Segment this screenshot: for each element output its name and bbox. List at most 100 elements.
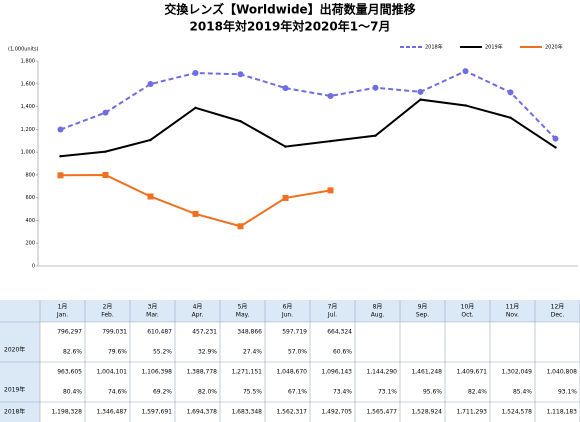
cell-share: 60.6% — [333, 349, 352, 356]
series-line — [60, 173, 331, 228]
marker — [102, 109, 109, 116]
y-tick-label: 0 — [32, 264, 35, 270]
cell-units: 664,324 — [327, 329, 352, 336]
cell-units: 1,461,248 — [411, 369, 442, 376]
cell-share: 82.6% — [63, 349, 82, 356]
cell-share: 85.4% — [513, 389, 532, 396]
y-tick-label: 800 — [25, 172, 35, 178]
header-month: 10月 — [461, 304, 475, 311]
cell-units: 799,031 — [102, 329, 127, 336]
cell-units: 1,048,670 — [276, 369, 307, 376]
header-month: 4月 — [193, 304, 203, 311]
cell-share: 69.2% — [153, 389, 172, 396]
cell-share: 82.4% — [468, 389, 487, 396]
marker — [417, 88, 424, 95]
header-month: 6月 — [283, 304, 293, 311]
marker — [464, 104, 467, 107]
cell-share: 75.5% — [243, 389, 262, 396]
chart-title: 交換レンズ【Worldwide】出荷数量月間推移 — [164, 2, 415, 17]
series-line — [60, 69, 557, 140]
y-tick-label: 1,000 — [21, 150, 35, 156]
cell-share: 79.6% — [108, 349, 127, 356]
marker — [192, 210, 199, 217]
chart-subtitle: 2018年対2019年対2020年1～7月 — [190, 19, 391, 34]
header-month: 7月 — [328, 304, 338, 311]
marker — [329, 139, 332, 143]
header-month: 9月 — [418, 304, 428, 311]
cell-share: 32.9% — [198, 349, 217, 356]
cell-units: 1,118,183 — [546, 409, 577, 416]
cell-units: 1,711,293 — [456, 409, 487, 416]
marker — [284, 145, 287, 148]
marker — [372, 84, 379, 91]
marker — [552, 135, 559, 142]
marker — [57, 126, 64, 133]
cell-share: 55.2% — [153, 349, 172, 356]
cell-units: 348,866 — [237, 329, 262, 336]
y-tick-label: 200 — [25, 241, 35, 247]
cell-share: 73.4% — [333, 389, 352, 396]
y-tick-label: 400 — [25, 218, 35, 224]
marker — [327, 187, 334, 194]
row-label: 2018年 — [4, 408, 25, 416]
header-month: 8月 — [373, 304, 383, 311]
header-month-en: Aug. — [371, 312, 385, 319]
cell-units: 1,040,808 — [546, 369, 577, 376]
marker — [239, 120, 242, 123]
header-month: 5月 — [238, 304, 248, 311]
row-label-col — [0, 300, 40, 422]
marker — [554, 146, 557, 149]
cell-units: 1,096,143 — [321, 369, 352, 376]
cell-units: 1,597,691 — [141, 409, 172, 416]
y-tick-label: 1,200 — [21, 127, 35, 133]
marker — [282, 194, 289, 201]
marker — [462, 68, 469, 75]
header-month-en: Mar. — [146, 312, 159, 319]
cell-share: 27.4% — [243, 349, 262, 356]
header-month-en: Oct. — [461, 312, 473, 319]
header-month-en: Sep. — [416, 312, 429, 319]
marker — [374, 134, 377, 137]
cell-share: 73.1% — [378, 389, 397, 396]
cell-units: 457,231 — [192, 329, 217, 336]
header-month: 3月 — [148, 304, 158, 311]
cell-units: 963,605 — [57, 369, 82, 376]
cell-share: 67.1% — [288, 389, 307, 396]
header-month: 2月 — [103, 304, 113, 311]
y-unit-label: (1,000units) — [8, 47, 39, 53]
cell-units: 1,144,290 — [366, 369, 397, 376]
header-row — [0, 300, 580, 322]
cell-units: 1,106,398 — [141, 369, 172, 376]
marker — [237, 71, 244, 78]
cell-units: 1,683,348 — [231, 409, 262, 416]
header-month-en: May. — [236, 312, 250, 319]
cell-share: 82.0% — [198, 389, 217, 396]
row-label: 2019年 — [4, 386, 25, 394]
y-tick-label: 600 — [25, 195, 35, 201]
marker — [147, 193, 154, 200]
cell-units: 1,004,101 — [96, 369, 127, 376]
header-month: 11月 — [506, 304, 520, 311]
cell-units: 610,487 — [147, 329, 172, 336]
marker — [507, 89, 514, 96]
series-line — [60, 98, 557, 158]
cell-units: 1,524,578 — [501, 409, 532, 416]
header-month-en: Jul. — [327, 312, 337, 319]
y-tick-label: 1,800 — [21, 59, 35, 65]
cell-share: 80.4% — [63, 389, 82, 396]
marker — [104, 150, 107, 153]
cell-units: 1,492,705 — [321, 409, 352, 416]
header-month: 12月 — [551, 304, 565, 311]
marker — [282, 85, 289, 92]
marker — [192, 70, 199, 77]
cell-units: 1,388,778 — [186, 369, 217, 376]
marker — [149, 138, 152, 142]
marker — [419, 98, 422, 101]
legend-label: 2020年 — [545, 44, 563, 51]
header-month: 1月 — [58, 304, 68, 311]
cell-units: 597,719 — [282, 329, 307, 336]
y-tick-label: 1,600 — [21, 81, 35, 87]
cell-units: 1,346,487 — [96, 409, 127, 416]
marker — [57, 172, 64, 179]
